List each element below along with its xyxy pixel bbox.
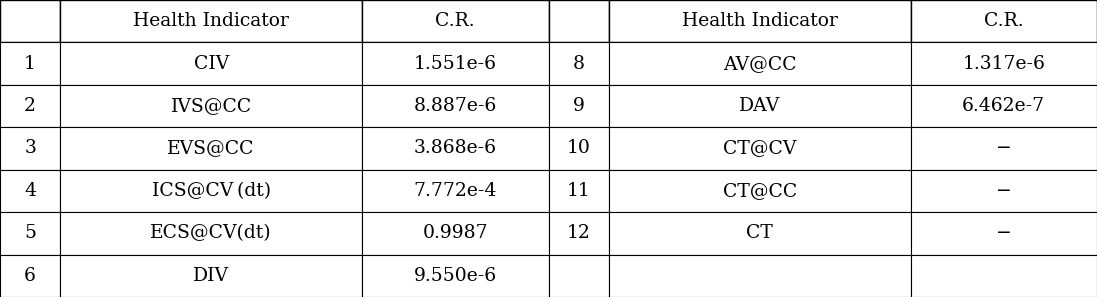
Text: 4: 4	[24, 182, 36, 200]
Bar	[609, 85, 911, 127]
Bar	[60, 0, 362, 42]
Text: 12: 12	[567, 224, 590, 242]
Bar	[60, 85, 362, 127]
Text: Health Indicator: Health Indicator	[681, 12, 838, 30]
Text: 11: 11	[567, 182, 590, 200]
Bar	[0, 42, 60, 85]
Text: 8.887e-6: 8.887e-6	[414, 97, 497, 115]
Bar	[609, 170, 911, 212]
Bar	[548, 212, 609, 255]
Bar	[911, 255, 1097, 297]
Text: 2: 2	[24, 97, 36, 115]
Bar	[0, 0, 60, 42]
Bar	[362, 42, 548, 85]
Bar	[362, 85, 548, 127]
Bar	[60, 127, 362, 170]
Text: 9.550e-6: 9.550e-6	[414, 267, 497, 285]
Bar	[60, 255, 362, 297]
Bar	[609, 127, 911, 170]
Text: CT@CV: CT@CV	[723, 140, 796, 157]
Bar	[0, 127, 60, 170]
Bar	[362, 255, 548, 297]
Bar	[609, 255, 911, 297]
Bar	[911, 170, 1097, 212]
Text: 7.772e-4: 7.772e-4	[414, 182, 497, 200]
Text: 1.317e-6: 1.317e-6	[962, 55, 1045, 73]
Bar	[911, 85, 1097, 127]
Bar	[362, 212, 548, 255]
Text: Health Indicator: Health Indicator	[133, 12, 290, 30]
Bar	[548, 85, 609, 127]
Bar	[548, 127, 609, 170]
Text: 6.462e-7: 6.462e-7	[962, 97, 1045, 115]
Text: −: −	[996, 182, 1011, 200]
Text: 3: 3	[24, 140, 36, 157]
Bar	[362, 170, 548, 212]
Bar	[911, 42, 1097, 85]
Bar	[609, 212, 911, 255]
Bar	[548, 42, 609, 85]
Text: 9: 9	[573, 97, 585, 115]
Text: 6: 6	[24, 267, 36, 285]
Bar	[911, 127, 1097, 170]
Text: 1.551e-6: 1.551e-6	[414, 55, 497, 73]
Bar	[0, 85, 60, 127]
Text: CIV: CIV	[193, 55, 229, 73]
Text: 3.868e-6: 3.868e-6	[414, 140, 497, 157]
Text: 1: 1	[24, 55, 36, 73]
Bar	[548, 255, 609, 297]
Text: ECS@CV(dt): ECS@CV(dt)	[150, 224, 272, 242]
Bar	[0, 170, 60, 212]
Bar	[60, 42, 362, 85]
Text: AV@CC: AV@CC	[723, 55, 796, 73]
Bar	[548, 0, 609, 42]
Text: 0.9987: 0.9987	[422, 224, 488, 242]
Text: DIV: DIV	[193, 267, 229, 285]
Bar	[0, 212, 60, 255]
Text: −: −	[996, 224, 1011, 242]
Text: EVS@CC: EVS@CC	[168, 140, 255, 157]
Text: DAV: DAV	[739, 97, 780, 115]
Text: ICS@CV (dt): ICS@CV (dt)	[151, 182, 271, 200]
Bar	[60, 212, 362, 255]
Text: 5: 5	[24, 224, 36, 242]
Bar	[362, 0, 548, 42]
Text: C.R.: C.R.	[436, 12, 475, 30]
Text: −: −	[996, 140, 1011, 157]
Text: IVS@CC: IVS@CC	[170, 97, 252, 115]
Text: C.R.: C.R.	[984, 12, 1024, 30]
Bar	[609, 42, 911, 85]
Bar	[911, 212, 1097, 255]
Text: CT: CT	[746, 224, 773, 242]
Bar	[0, 255, 60, 297]
Bar	[911, 0, 1097, 42]
Text: 10: 10	[567, 140, 590, 157]
Bar	[60, 170, 362, 212]
Text: CT@CC: CT@CC	[723, 182, 796, 200]
Bar	[609, 0, 911, 42]
Text: 8: 8	[573, 55, 585, 73]
Bar	[548, 170, 609, 212]
Bar	[362, 127, 548, 170]
